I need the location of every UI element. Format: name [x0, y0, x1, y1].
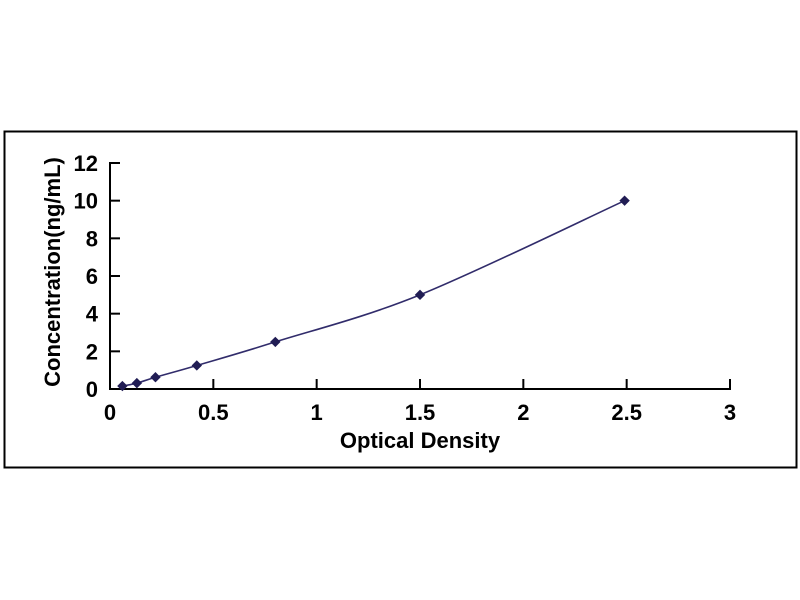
y-tick-label: 0 — [86, 377, 98, 402]
data-point-marker — [270, 336, 281, 348]
data-point-marker — [117, 380, 128, 392]
y-axis-title: Concentration(ng/mL) — [40, 157, 65, 387]
data-point-marker — [131, 377, 143, 389]
y-tick-label: 12 — [74, 151, 98, 176]
x-tick-label: 0 — [104, 400, 116, 425]
x-tick-label: 0.5 — [198, 400, 229, 425]
x-tick-label: 2.5 — [611, 400, 642, 425]
axis-lines — [109, 162, 731, 390]
y-tick-label: 10 — [74, 189, 98, 214]
x-axis-title: Optical Density — [339, 428, 501, 453]
x-tick-label: 1 — [311, 400, 323, 425]
y-tick-label: 8 — [86, 226, 98, 251]
data-point-marker — [414, 289, 426, 301]
y-tick-label: 4 — [86, 302, 99, 327]
data-point-marker — [191, 360, 203, 371]
y-tick-label: 6 — [86, 264, 98, 289]
x-tick-label: 3 — [724, 400, 736, 425]
chart-frame — [3, 130, 798, 469]
x-tick-label: 2 — [517, 400, 529, 425]
x-tick-label: 1.5 — [405, 400, 436, 425]
y-tick-label: 2 — [86, 339, 98, 364]
data-point-marker — [619, 195, 630, 206]
data-point-marker — [150, 372, 161, 383]
